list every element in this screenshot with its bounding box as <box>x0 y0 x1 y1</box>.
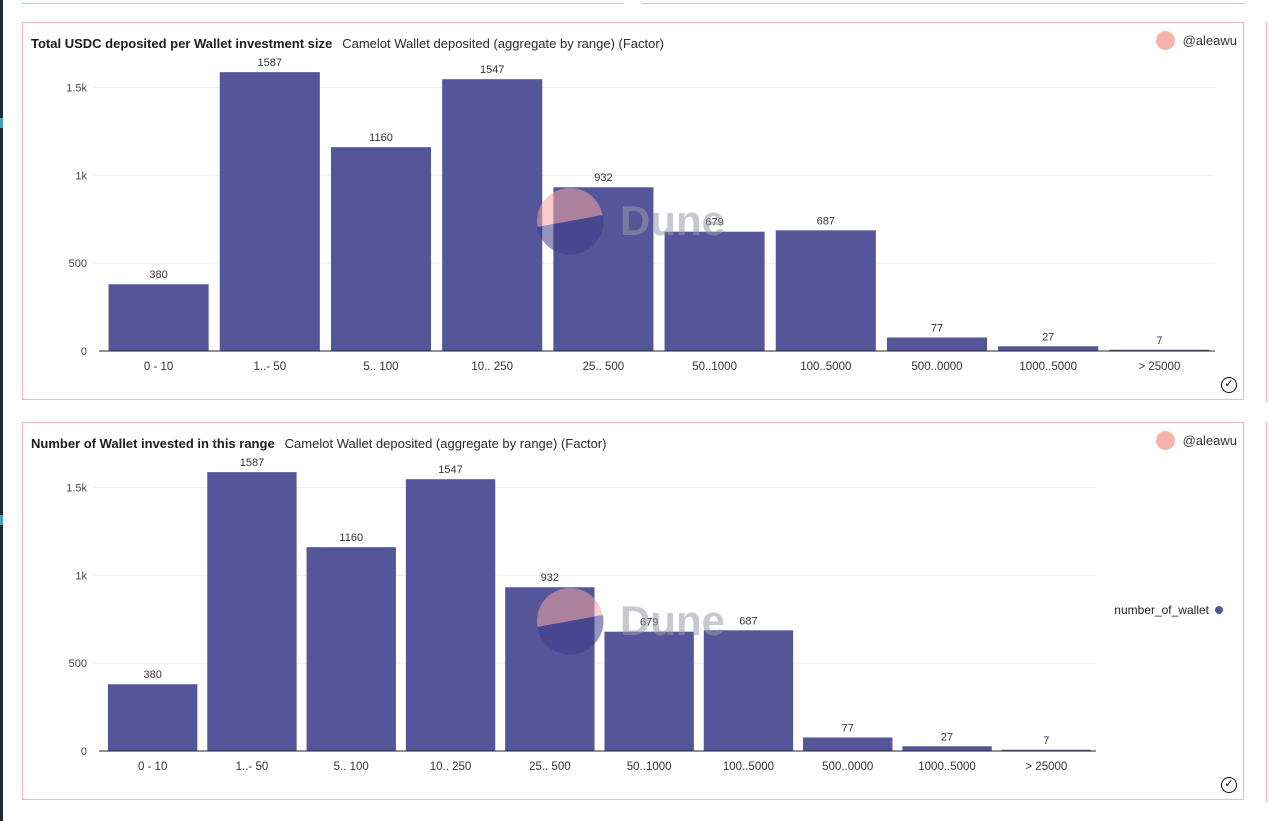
bar-value-label: 380 <box>143 669 161 681</box>
bar-value-label: 687 <box>739 615 757 627</box>
bar-value-label: 77 <box>842 722 854 734</box>
x-tick-label: > 25000 <box>1025 761 1067 773</box>
panel-header: Total USDC deposited per Wallet investme… <box>31 33 1235 53</box>
bar-value-label: 1547 <box>480 64 504 76</box>
bar-value-label: 7 <box>1156 335 1162 347</box>
bar[interactable] <box>886 337 988 351</box>
query-name[interactable]: Camelot Wallet deposited (aggregate by r… <box>342 35 665 51</box>
y-tick-label: 1k <box>75 170 87 182</box>
bar-value-label: 27 <box>941 731 953 743</box>
legend[interactable]: number_of_wallet <box>1114 603 1223 617</box>
panel-header: Number of Wallet invested in this range … <box>31 433 1235 453</box>
bar[interactable] <box>902 746 992 751</box>
x-tick-label: 5.. 100 <box>334 761 369 773</box>
dune-watermark: Dune <box>537 588 725 655</box>
bar-value-label: 1587 <box>240 457 264 469</box>
bar-value-label: 1160 <box>339 532 363 544</box>
query-name[interactable]: Camelot Wallet deposited (aggregate by r… <box>284 435 607 451</box>
x-tick-label: 0 - 10 <box>138 761 167 773</box>
x-tick-label: 25.. 500 <box>583 361 625 373</box>
bar[interactable] <box>998 346 1099 351</box>
check-icon[interactable]: ✓ <box>1221 777 1237 793</box>
watermark-text: Dune <box>620 597 725 644</box>
panel-edge-right <box>1266 422 1269 802</box>
chart-panel-wallets: Number of Wallet invested in this range … <box>22 422 1244 800</box>
bar-chart: 0 500 1k 1.5k 380 0 - 10 1587 1..- 50 1160 5.. 10… <box>66 57 1215 373</box>
bar[interactable] <box>703 630 794 751</box>
bar[interactable] <box>207 472 297 751</box>
bar[interactable] <box>405 479 496 751</box>
y-tick-label: 1.5k <box>66 82 87 94</box>
x-tick-label: 500..0000 <box>822 761 873 773</box>
bar[interactable] <box>330 147 432 351</box>
chart-title: Number of Wallet invested in this range <box>31 435 275 451</box>
legend-label: number_of_wallet <box>1114 603 1209 617</box>
x-tick-label: 10.. 250 <box>430 761 472 773</box>
x-tick-label: 1000..5000 <box>1019 361 1077 373</box>
x-tick-label: 500..0000 <box>911 361 962 373</box>
x-tick-label: 1000..5000 <box>918 761 976 773</box>
bar[interactable] <box>1109 349 1210 351</box>
left-edge <box>0 0 3 821</box>
x-tick-label: 1..- 50 <box>236 761 269 773</box>
bar-value-label: 932 <box>541 572 559 584</box>
check-icon[interactable]: ✓ <box>1221 377 1237 393</box>
bar-chart: 0 500 1k 1.5k 380 0 - 10 1587 1..- 50 1160 5.. 10… <box>66 457 1096 773</box>
y-tick-label: 0 <box>81 346 87 358</box>
bar-value-label: 1547 <box>438 464 462 476</box>
author-link[interactable]: @aleawu <box>1155 431 1237 450</box>
panel-edge-top <box>642 0 1244 4</box>
bar[interactable] <box>803 737 893 751</box>
x-tick-label: 25.. 500 <box>529 761 571 773</box>
x-tick-label: 5.. 100 <box>363 361 398 373</box>
x-tick-label: 1..- 50 <box>253 361 286 373</box>
y-tick-label: 500 <box>69 658 87 670</box>
y-tick-label: 1.5k <box>66 482 87 494</box>
bar-value-label: 687 <box>817 215 835 227</box>
bar-value-label: 7 <box>1043 735 1049 747</box>
bar[interactable] <box>442 79 543 351</box>
x-tick-label: 100..5000 <box>723 761 774 773</box>
x-tick-label: 100..5000 <box>800 361 851 373</box>
watermark-text: Dune <box>620 197 725 244</box>
author-link[interactable]: @aleawu <box>1155 31 1237 50</box>
panel-edge-top <box>22 0 624 4</box>
x-tick-label: 50..1000 <box>692 361 737 373</box>
bar[interactable] <box>219 72 320 352</box>
x-tick-label: 50..1000 <box>627 761 672 773</box>
bar[interactable] <box>108 284 209 351</box>
y-tick-label: 500 <box>69 258 87 270</box>
y-tick-label: 0 <box>81 746 87 758</box>
bar-value-label: 679 <box>705 217 723 229</box>
edge-marker <box>0 118 3 128</box>
avatar <box>1155 31 1175 50</box>
bar-value-label: 1587 <box>258 57 282 69</box>
bar[interactable] <box>664 231 765 351</box>
chart-title: Total USDC deposited per Wallet investme… <box>31 35 333 51</box>
bar-value-label: 1160 <box>369 132 393 144</box>
x-tick-label: 0 - 10 <box>144 361 173 373</box>
bar[interactable] <box>604 631 694 751</box>
x-tick-label: > 25000 <box>1138 361 1180 373</box>
bar-value-label: 679 <box>640 617 658 629</box>
bar-value-label: 77 <box>931 322 943 334</box>
bar-value-label: 932 <box>594 172 612 184</box>
edge-marker <box>0 515 3 525</box>
bar-value-label: 27 <box>1042 331 1054 343</box>
y-tick-label: 1k <box>75 570 87 582</box>
x-tick-label: 10.. 250 <box>471 361 513 373</box>
avatar <box>1155 431 1175 450</box>
author-name: @aleawu <box>1182 433 1237 448</box>
author-name: @aleawu <box>1182 33 1237 48</box>
legend-swatch <box>1215 606 1223 614</box>
chart-panel-usdc: Total USDC deposited per Wallet investme… <box>22 22 1244 400</box>
dune-watermark: Dune <box>537 188 725 255</box>
bar[interactable] <box>306 547 396 751</box>
bar[interactable] <box>1001 749 1092 751</box>
panel-edge-right <box>1266 22 1269 402</box>
bar-value-label: 380 <box>149 269 167 281</box>
bar[interactable] <box>775 230 876 351</box>
bar[interactable] <box>107 684 198 751</box>
